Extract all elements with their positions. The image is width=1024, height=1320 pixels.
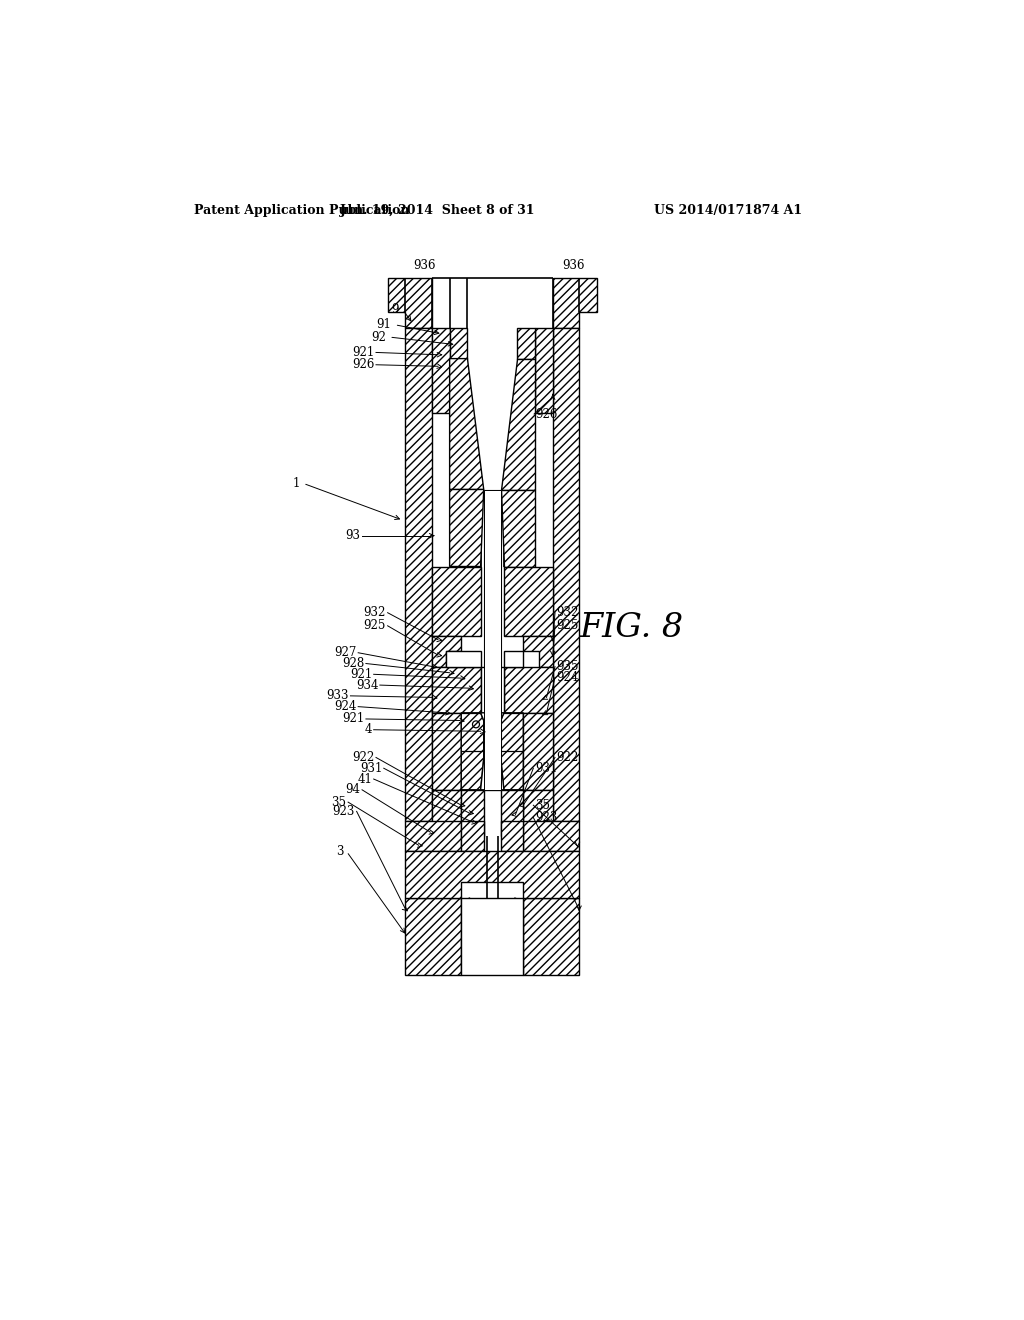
Text: 926: 926 xyxy=(352,358,375,371)
Polygon shape xyxy=(523,789,553,836)
Polygon shape xyxy=(445,651,480,667)
Text: 1: 1 xyxy=(293,477,300,490)
Polygon shape xyxy=(461,713,483,789)
Text: 935: 935 xyxy=(557,660,580,673)
Text: 932: 932 xyxy=(364,606,386,619)
Polygon shape xyxy=(523,636,553,667)
Polygon shape xyxy=(406,821,461,851)
Polygon shape xyxy=(450,327,467,359)
Text: 93: 93 xyxy=(345,529,360,543)
Text: 92: 92 xyxy=(371,330,386,343)
Polygon shape xyxy=(432,327,450,412)
Text: Jun. 19, 2014  Sheet 8 of 31: Jun. 19, 2014 Sheet 8 of 31 xyxy=(340,205,536,218)
Polygon shape xyxy=(480,713,504,789)
Polygon shape xyxy=(504,667,553,713)
Polygon shape xyxy=(483,490,501,789)
Text: 924: 924 xyxy=(557,671,579,684)
Text: 931: 931 xyxy=(535,762,557,775)
Text: 928: 928 xyxy=(342,657,365,671)
Polygon shape xyxy=(406,327,432,821)
Polygon shape xyxy=(406,851,579,898)
Polygon shape xyxy=(501,821,523,851)
Text: 922: 922 xyxy=(557,751,579,764)
Text: 923: 923 xyxy=(535,810,557,824)
Polygon shape xyxy=(504,651,523,667)
Polygon shape xyxy=(432,789,461,836)
Text: 921: 921 xyxy=(350,668,372,681)
Polygon shape xyxy=(483,490,501,789)
Text: 925: 925 xyxy=(364,619,386,632)
Polygon shape xyxy=(461,821,483,851)
Text: 931: 931 xyxy=(359,762,382,775)
Text: US 2014/0171874 A1: US 2014/0171874 A1 xyxy=(654,205,802,218)
Polygon shape xyxy=(501,789,523,836)
Polygon shape xyxy=(480,667,504,713)
Text: 9: 9 xyxy=(392,302,399,315)
Text: 922: 922 xyxy=(352,751,375,764)
Polygon shape xyxy=(535,327,553,412)
Polygon shape xyxy=(406,898,461,974)
Polygon shape xyxy=(501,359,535,490)
Text: 926: 926 xyxy=(536,408,558,421)
Text: 925: 925 xyxy=(557,619,579,632)
Text: 927: 927 xyxy=(334,647,356,659)
Polygon shape xyxy=(450,359,483,490)
Polygon shape xyxy=(553,327,579,821)
Text: 4: 4 xyxy=(365,723,372,737)
Text: 94: 94 xyxy=(345,783,360,796)
Text: FIG. 8: FIG. 8 xyxy=(580,612,684,644)
Text: 3: 3 xyxy=(336,845,343,858)
Polygon shape xyxy=(432,566,480,636)
Polygon shape xyxy=(432,713,461,789)
Text: 41: 41 xyxy=(357,772,372,785)
Text: 934: 934 xyxy=(355,678,378,692)
Polygon shape xyxy=(517,327,535,359)
Text: 921: 921 xyxy=(342,713,365,726)
Polygon shape xyxy=(523,898,579,974)
Polygon shape xyxy=(432,667,480,713)
Text: 924: 924 xyxy=(334,700,356,713)
Polygon shape xyxy=(523,821,579,851)
Text: 936: 936 xyxy=(413,259,435,272)
Polygon shape xyxy=(461,898,523,974)
Text: 932: 932 xyxy=(557,606,579,619)
Polygon shape xyxy=(388,277,432,327)
Text: 35: 35 xyxy=(535,799,550,812)
Polygon shape xyxy=(450,490,483,566)
Polygon shape xyxy=(501,713,523,789)
Polygon shape xyxy=(501,490,535,566)
Text: 91: 91 xyxy=(377,318,391,331)
Text: 933: 933 xyxy=(327,689,349,702)
Text: 921: 921 xyxy=(352,346,375,359)
Polygon shape xyxy=(461,789,483,836)
Text: 923: 923 xyxy=(333,805,355,818)
Text: Patent Application Publication: Patent Application Publication xyxy=(194,205,410,218)
Polygon shape xyxy=(523,713,553,789)
Polygon shape xyxy=(432,636,461,667)
Text: 936: 936 xyxy=(562,259,585,272)
Polygon shape xyxy=(553,277,597,327)
Polygon shape xyxy=(504,566,553,636)
Text: 35: 35 xyxy=(332,796,346,809)
